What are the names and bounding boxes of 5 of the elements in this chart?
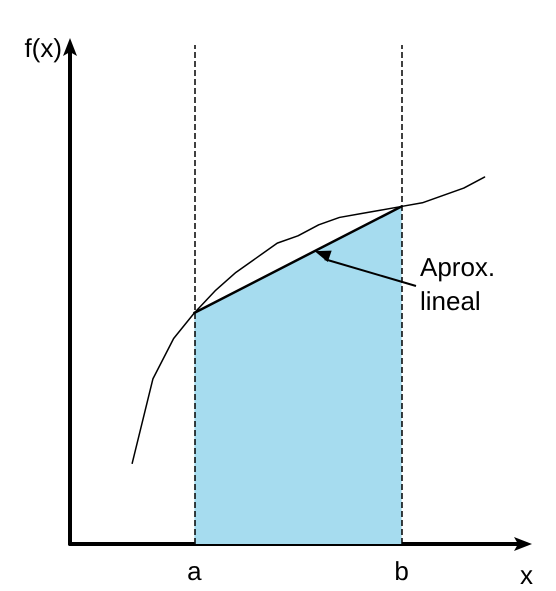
x-tick-label: a bbox=[187, 556, 202, 586]
x-axis-title: x bbox=[520, 560, 533, 590]
x-tick-label: b bbox=[394, 556, 409, 586]
y-axis-title: f(x) bbox=[24, 33, 62, 63]
annotation: Aprox. lineal bbox=[420, 252, 496, 316]
